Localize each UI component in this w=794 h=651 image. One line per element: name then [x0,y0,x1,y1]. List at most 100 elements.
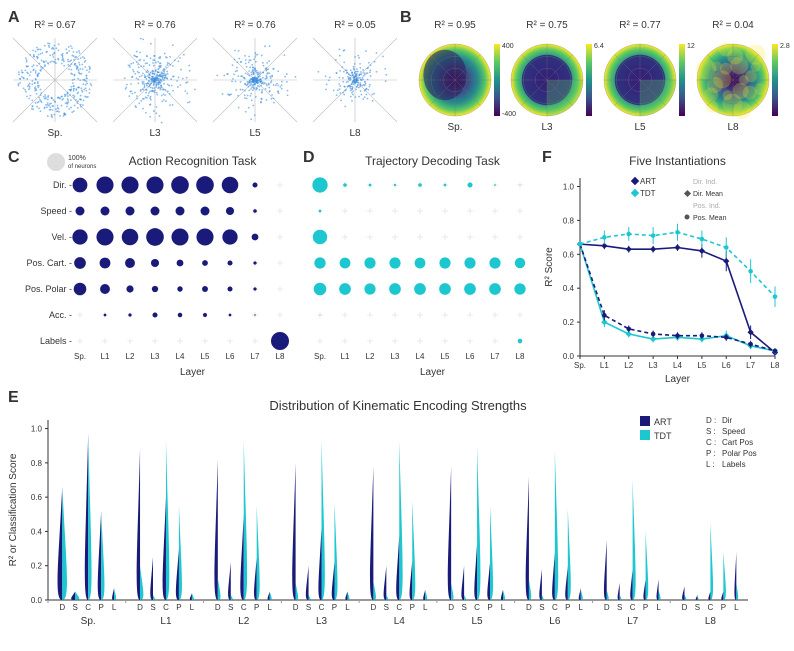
svg-text:C: C [85,603,91,612]
svg-text:0.8: 0.8 [31,459,43,468]
bubble [415,258,426,269]
bubble [177,286,182,291]
bubble [101,207,110,216]
svg-text:R² = 0.67: R² = 0.67 [34,20,76,31]
violin [579,588,581,600]
svg-text:Layer: Layer [665,374,691,385]
violin [684,595,686,600]
svg-text:Sp.: Sp. [74,352,86,361]
svg-text:100%: 100% [68,155,86,162]
svg-text:R² = 0.04: R² = 0.04 [712,20,754,31]
svg-text:L: L [734,603,739,612]
violin [552,552,555,600]
svg-text:L3: L3 [541,122,553,133]
svg-text:2.8: 2.8 [780,43,790,50]
bubble [444,184,447,187]
violin [137,449,140,600]
svg-text:D: D [137,603,143,612]
svg-text:S: S [384,603,389,612]
bubble [76,207,85,216]
svg-text:ART: ART [640,177,656,186]
violin [697,597,698,600]
svg-text:1.0: 1.0 [31,425,43,434]
panelA-scatter [313,38,397,122]
svg-text:R² or Classification Score: R² or Classification Score [8,453,19,566]
bubble [515,258,525,268]
violin [474,543,477,600]
svg-text:6.4: 6.4 [594,43,604,50]
violin [633,480,636,600]
svg-text:Dir. -: Dir. - [53,180,72,190]
svg-text:L8: L8 [705,616,717,627]
bubble [96,176,113,193]
violin [410,561,413,600]
svg-text:S: S [150,603,155,612]
svg-text:Sp.: Sp. [81,616,96,627]
svg-text:C: C [396,603,402,612]
svg-text:Action Recognition Task: Action Recognition Task [129,154,258,168]
svg-text:L5: L5 [249,128,261,139]
violin [412,501,415,600]
bubble [222,177,239,194]
svg-text:L :: L : [706,460,715,469]
svg-text:Sp.: Sp. [314,352,326,361]
svg-text:E: E [8,389,19,406]
svg-text:P: P [410,603,415,612]
bubble [176,207,185,216]
svg-text:P: P [487,603,492,612]
bubble [343,183,347,187]
svg-text:0.2: 0.2 [31,562,43,571]
bubble [313,230,327,244]
svg-text:L8: L8 [276,352,285,361]
violin [98,511,101,600]
violin [723,552,726,600]
svg-text:L: L [267,603,272,612]
bubble [177,260,184,267]
svg-text:S: S [228,603,233,612]
svg-text:P :: P : [706,449,716,458]
violin [218,578,221,600]
svg-text:1.0: 1.0 [563,182,575,191]
violin [166,441,169,600]
svg-text:Speed -: Speed - [40,206,72,216]
violin [231,595,233,600]
bubble [152,286,158,292]
svg-text:Layer: Layer [180,367,206,378]
violin [373,581,376,600]
svg-text:Five Instantiations: Five Instantiations [629,154,726,168]
svg-text:D: D [215,603,221,612]
svg-text:L6: L6 [549,616,561,627]
svg-text:L1: L1 [600,361,609,370]
violin [254,557,257,600]
svg-text:S: S [617,603,622,612]
svg-text:D: D [526,603,532,612]
bubble [146,228,164,246]
violin [448,466,451,600]
svg-text:R² = 0.76: R² = 0.76 [134,20,176,31]
bubble [320,315,321,316]
svg-text:D: D [293,603,299,612]
svg-text:Pos. Polar -: Pos. Polar - [25,284,72,294]
violin [370,466,373,600]
violin [114,588,116,600]
violin [734,552,736,600]
svg-text:L7: L7 [746,361,755,370]
bubble [227,286,232,291]
violin [477,446,480,600]
svg-text:L6: L6 [722,361,731,370]
svg-text:D: D [370,603,376,612]
bubble [74,283,87,296]
violin [682,586,684,600]
violin [539,569,542,600]
violin [542,595,544,600]
svg-text:L2: L2 [238,616,250,627]
svg-text:Dir: Dir [722,416,733,425]
svg-text:L: L [112,603,117,612]
svg-text:L3: L3 [151,352,160,361]
svg-text:S: S [539,603,544,612]
violin [736,583,738,600]
bubble [100,258,111,269]
bubble [126,207,135,216]
svg-text:L5: L5 [634,122,646,133]
violin [581,590,583,600]
